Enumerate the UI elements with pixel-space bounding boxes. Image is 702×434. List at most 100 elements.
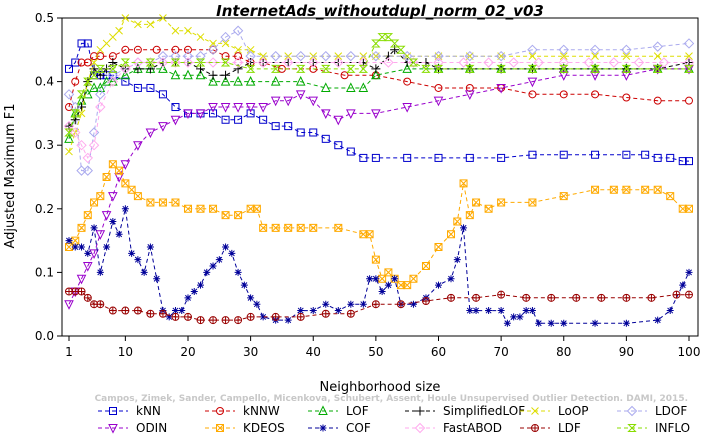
data-point-ldf xyxy=(183,312,192,321)
data-point-odin xyxy=(496,83,506,94)
series-line-simplifiedlof xyxy=(68,49,690,127)
data-point-kdeos xyxy=(71,236,80,245)
data-point-ldf xyxy=(84,294,92,302)
data-point-cof xyxy=(228,249,236,257)
data-point-knn xyxy=(371,153,380,162)
data-point-knnw xyxy=(183,45,192,54)
data-point-lof xyxy=(120,69,131,80)
data-point-cof xyxy=(309,307,317,315)
data-point-knnw xyxy=(121,45,130,54)
data-point-ldf xyxy=(371,300,380,309)
data-point-ldf xyxy=(171,312,180,321)
data-point-cof xyxy=(153,275,161,283)
data-point-inflo xyxy=(433,64,444,73)
data-point-ldf xyxy=(422,297,430,305)
data-point-inflo xyxy=(270,64,281,73)
data-point-inflo xyxy=(371,39,381,48)
data-point-ldf xyxy=(96,300,104,308)
legend-item-cof: COF xyxy=(308,421,371,434)
citation-watermark: Campos, Zimek, Sander, Campello, Micenko… xyxy=(95,394,688,404)
series-line-ldof xyxy=(68,30,690,172)
data-point-knn xyxy=(641,150,650,159)
data-point-fastabod xyxy=(170,57,181,68)
x-tick-label: 30 xyxy=(243,345,258,359)
data-point-cof xyxy=(247,294,255,302)
y-tick-label: 0.1 xyxy=(35,265,54,279)
data-point-inflo xyxy=(377,33,387,42)
legend-label-odin: ODIN xyxy=(136,421,167,434)
legend-label-simplifiedlof: SimplifiedLOF xyxy=(443,404,525,418)
data-point-cof xyxy=(165,313,173,321)
data-point-kdeos xyxy=(421,262,430,271)
data-point-kdeos xyxy=(309,223,318,232)
y-tick-label: 0.0 xyxy=(35,329,54,343)
data-point-knn xyxy=(528,150,537,159)
legend-label-fastabod: FastABOD xyxy=(443,421,502,434)
data-point-cof xyxy=(378,287,386,295)
data-point-cof xyxy=(140,268,148,276)
data-point-inflo xyxy=(70,109,80,118)
data-point-loop xyxy=(96,45,105,54)
data-point-ldof xyxy=(63,89,75,100)
data-point-cof xyxy=(453,256,461,264)
data-point-simplifiedlof xyxy=(221,70,231,80)
data-point-knnw xyxy=(685,96,693,105)
data-point-ldf xyxy=(246,312,255,321)
legend-marker-ldof xyxy=(626,405,638,417)
data-point-knn xyxy=(359,153,368,162)
data-point-cof xyxy=(297,307,305,315)
data-point-cof xyxy=(372,275,380,283)
data-point-knn xyxy=(259,115,268,124)
data-point-kdeos xyxy=(528,198,537,207)
data-point-ldf xyxy=(83,293,92,302)
legend-item-knnw: kNNW xyxy=(205,404,280,418)
data-point-ldf xyxy=(346,309,355,318)
data-point-inflo xyxy=(145,58,156,67)
data-point-inflo xyxy=(652,64,663,73)
data-point-cof xyxy=(409,300,417,308)
data-point-ldf xyxy=(347,310,355,318)
legend-label-ldf: LDF xyxy=(558,421,581,434)
data-point-ldf xyxy=(547,294,555,302)
data-point-ldf xyxy=(685,290,693,299)
data-point-fastabod xyxy=(70,127,81,138)
legend-label-lof: LOF xyxy=(346,404,369,418)
data-point-kdeos xyxy=(102,173,111,181)
data-point-kdeos xyxy=(591,185,600,194)
data-point-ldof xyxy=(527,44,538,56)
data-point-simplifiedlof xyxy=(208,70,218,80)
data-point-odin xyxy=(220,103,231,113)
data-point-cof xyxy=(171,307,179,315)
series-line-loop xyxy=(68,17,689,152)
data-point-cof xyxy=(78,243,86,251)
data-point-kdeos xyxy=(133,192,142,201)
data-point-odin xyxy=(101,211,112,221)
data-point-loop xyxy=(234,45,242,54)
data-point-odin xyxy=(170,115,181,126)
data-point-inflo xyxy=(527,64,538,73)
data-point-fastabod xyxy=(157,57,169,68)
data-point-ldf xyxy=(108,306,117,315)
data-point-kdeos xyxy=(252,204,261,213)
data-point-cof xyxy=(391,275,399,283)
data-point-inflo xyxy=(64,128,74,137)
data-point-lof xyxy=(245,75,256,86)
y-axis-label: Adjusted Maximum F1 xyxy=(3,104,18,249)
data-point-kdeos xyxy=(641,185,650,194)
series-lof xyxy=(64,63,694,143)
data-point-knnw xyxy=(434,83,443,92)
data-point-ldof xyxy=(495,50,507,62)
data-point-loop xyxy=(591,52,599,61)
data-point-cof xyxy=(359,300,367,308)
data-point-knn xyxy=(309,128,318,137)
data-point-lof xyxy=(95,82,106,92)
data-point-cof xyxy=(215,256,223,264)
legend-label-knn: kNN xyxy=(136,404,161,418)
series-line-odin xyxy=(68,68,689,305)
data-point-cof xyxy=(134,256,142,264)
data-point-ldof xyxy=(195,50,206,62)
data-point-ldf xyxy=(121,306,130,315)
legend-item-knn: kNN xyxy=(98,404,161,418)
data-point-ldf xyxy=(396,300,405,309)
data-point-cof xyxy=(466,307,474,315)
